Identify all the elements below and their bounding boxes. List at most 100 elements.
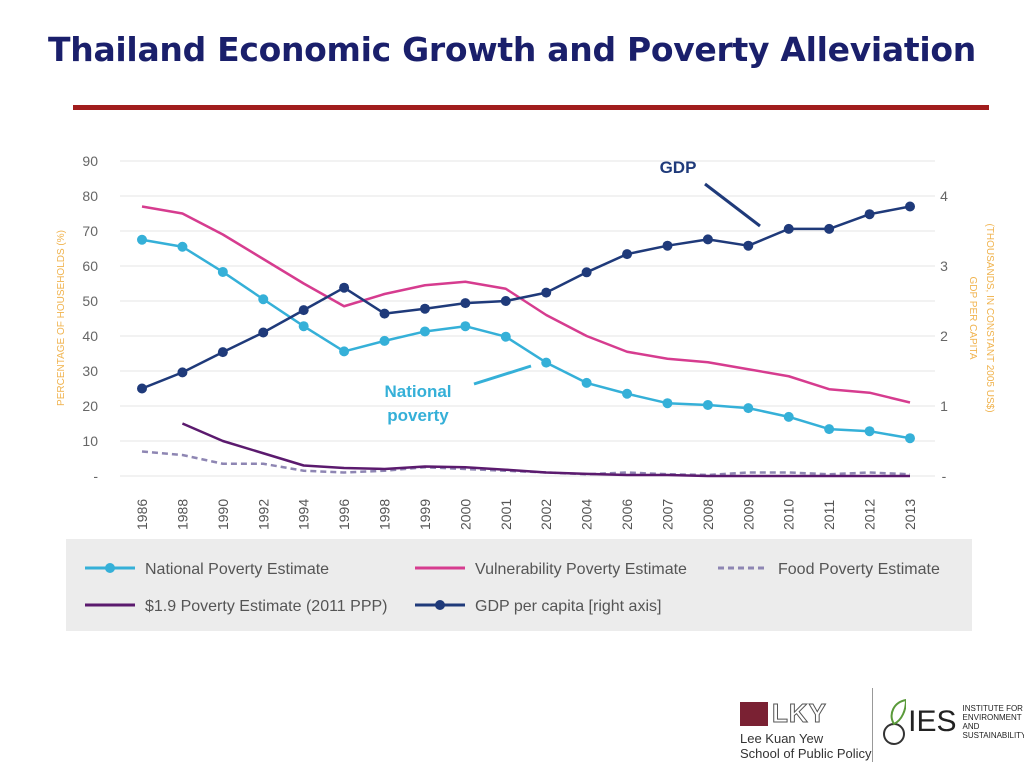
logos: LKY Lee Kuan Yew School of Public Policy … (730, 688, 1024, 764)
series-point (500, 296, 511, 306)
y2-tick-label: 2 (940, 328, 948, 344)
series-point (905, 201, 915, 212)
x-tick-label: 2000 (457, 499, 473, 530)
national-poverty-annotation-pointer (473, 364, 532, 386)
gdp-annotation: GDP (660, 158, 697, 177)
ies-logo: IES Institute for Environment and Sustaina… (880, 696, 1024, 748)
series-point (137, 234, 147, 245)
y-tick-label: 10 (82, 433, 98, 449)
series-point (581, 267, 592, 278)
national-poverty-annotation-line2: poverty (387, 406, 449, 425)
y-tick-label: 40 (82, 328, 98, 344)
y-tick-label: 60 (82, 258, 98, 274)
title-rule (73, 105, 989, 110)
x-tick-label: 1992 (255, 499, 271, 530)
series-point (864, 426, 875, 437)
x-tick-label: 1998 (377, 499, 393, 530)
y2-tick-label: 4 (940, 188, 948, 204)
series-point (298, 305, 309, 316)
series-point (419, 303, 430, 314)
series-point (743, 240, 754, 251)
series-point (702, 234, 713, 245)
lky-wordmark: LKY (772, 698, 827, 729)
x-tick-label: 2007 (659, 499, 675, 530)
series-point (622, 249, 633, 260)
series-point (581, 377, 592, 388)
legend-label: Vulnerability Poverty Estimate (475, 561, 687, 578)
y-axis-title: PERCENTAGE OF HOUSEHOLDS (%) (56, 230, 67, 406)
series-point (177, 241, 188, 252)
y-tick-label: 30 (82, 363, 98, 379)
x-tick-label: 1996 (336, 499, 352, 530)
x-tick-label: 1986 (134, 499, 150, 530)
series-point (541, 357, 552, 368)
x-tick-label: 2006 (619, 499, 635, 530)
series-line (141, 238, 911, 440)
series-point (783, 223, 794, 234)
x-tick-label: 1999 (417, 499, 433, 530)
series-point (379, 308, 390, 319)
x-tick-label: 2009 (740, 499, 756, 530)
lky-square-icon (740, 701, 768, 726)
x-tick-label: 2008 (700, 499, 716, 530)
gdp-annotation-pointer (704, 182, 761, 228)
ies-wordmark: IES (908, 705, 957, 738)
y-tick-label: - (93, 468, 98, 484)
series-point (662, 240, 673, 251)
y-tick-label: 70 (82, 223, 98, 239)
national-poverty-annotation-line1: National (384, 382, 451, 401)
x-tick-label: 1990 (215, 499, 231, 530)
x-tick-label: 2004 (579, 499, 595, 530)
series-point (177, 367, 188, 378)
y-tick-label: 80 (82, 188, 98, 204)
series-point (258, 327, 269, 338)
y2-tick-label: 3 (940, 258, 948, 274)
series-point (622, 388, 633, 399)
series-line (141, 205, 911, 390)
x-tick-label: 2013 (902, 499, 918, 530)
series-point (662, 398, 673, 409)
legend-label: Food Poverty Estimate (778, 561, 940, 578)
y2-axis-title-line2: (THOUSANDS, IN CONSTANT 2005 US$) (984, 223, 995, 412)
x-tick-label: 2002 (538, 499, 554, 530)
x-tick-label: 1988 (174, 499, 190, 530)
logo-divider (872, 688, 873, 762)
legend-background (66, 539, 972, 631)
x-tick-label: 2001 (498, 499, 514, 530)
series-point (824, 223, 835, 234)
series-point (864, 209, 875, 220)
y2-tick-label: 1 (940, 398, 948, 414)
series-point (137, 383, 147, 394)
legend-swatch-dot (105, 563, 115, 573)
lky-logo: LKY Lee Kuan Yew School of Public Policy (740, 698, 872, 761)
y2-axis-title-line1: GDP PER CAPITA (967, 277, 978, 360)
legend-swatch-dot (435, 600, 445, 610)
series-point (298, 321, 309, 332)
y-tick-label: 20 (82, 398, 98, 414)
series-point (500, 331, 511, 342)
series-point (460, 298, 471, 309)
x-tick-label: 2012 (862, 499, 878, 530)
x-tick-label: 2010 (781, 499, 797, 530)
slide-title: Thailand Economic Growth and Poverty All… (48, 30, 976, 69)
series-line (141, 205, 911, 404)
series-point (339, 282, 350, 293)
leaf-icon (883, 698, 907, 745)
legend-label: National Poverty Estimate (145, 561, 329, 578)
series-point (541, 287, 552, 298)
series-point (217, 266, 228, 277)
legend-label: GDP per capita [right axis] (475, 598, 661, 615)
series-point (783, 411, 794, 422)
legend-label: $1.9 Poverty Estimate (2011 PPP) (145, 598, 387, 615)
series-line (181, 422, 910, 478)
y2-tick-label: - (942, 468, 947, 484)
series-point (702, 399, 713, 410)
y-tick-label: 50 (82, 293, 98, 309)
x-tick-label: 2011 (821, 500, 837, 530)
y-tick-label: 90 (82, 153, 98, 169)
series-point (460, 321, 471, 332)
series-point (217, 347, 228, 358)
ies-institute-name: Institute for Environment and Sustainabili… (962, 704, 1024, 740)
series-point (258, 294, 269, 305)
